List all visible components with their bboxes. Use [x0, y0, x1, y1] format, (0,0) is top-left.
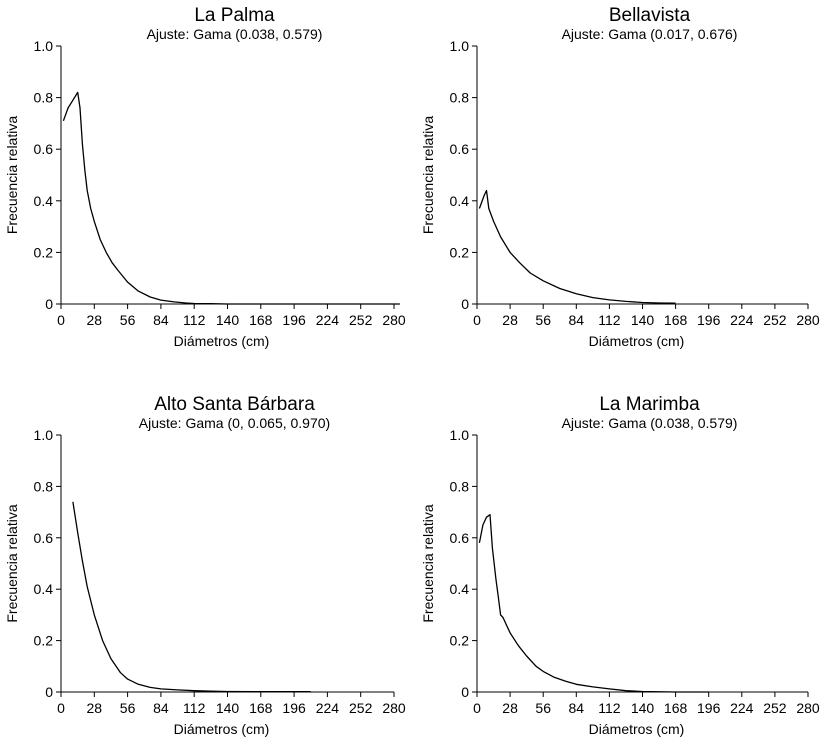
- series-line-1: [62, 91, 400, 305]
- x-tick-label: 196: [697, 700, 721, 716]
- y-tick-label: 0.6: [450, 530, 470, 546]
- x-tick-label: 140: [216, 312, 240, 328]
- x-tick-label: 196: [697, 312, 721, 328]
- x-tick-label: 56: [120, 700, 136, 716]
- y-axis-label: Frecuencia relativa: [420, 504, 436, 622]
- x-axis-label: Diámetros (cm): [174, 721, 270, 737]
- x-tick-label: 0: [473, 312, 481, 328]
- x-tick-label: 252: [349, 312, 373, 328]
- x-tick-label: 84: [153, 312, 169, 328]
- x-axis-label: Diámetros (cm): [589, 721, 685, 737]
- y-tick-label: 0.6: [34, 141, 54, 157]
- x-tick-label: 0: [57, 312, 65, 328]
- chart-title: Bellavista: [609, 5, 691, 26]
- x-tick-label: 84: [153, 700, 169, 716]
- x-tick-label: 0: [473, 700, 481, 716]
- x-tick-label: 280: [382, 312, 406, 328]
- x-tick-label: 28: [502, 700, 518, 716]
- x-tick-label: 252: [763, 700, 787, 716]
- y-tick-label: 0.6: [34, 530, 54, 546]
- y-tick-label: 0: [45, 296, 53, 312]
- chart-subtitle: Ajuste: Gama (0.017, 0.676): [562, 26, 738, 42]
- chart-title: La Marimba: [599, 394, 700, 415]
- y-tick-label: 0: [45, 684, 53, 700]
- chart-subtitle: Ajuste: Gama (0.038, 0.579): [562, 415, 738, 431]
- x-tick-label: 56: [120, 312, 136, 328]
- x-tick-label: 28: [87, 700, 103, 716]
- x-tick-label: 112: [598, 312, 621, 328]
- y-tick-label: 0.8: [450, 90, 470, 106]
- series-line-1: [478, 189, 676, 304]
- x-tick-label: 140: [631, 312, 655, 328]
- x-tick-label: 84: [569, 312, 585, 328]
- x-tick-label: 56: [535, 700, 551, 716]
- y-tick-label: 0.4: [34, 193, 54, 209]
- y-tick-label: 0.6: [450, 141, 470, 157]
- x-tick-label: 140: [631, 700, 655, 716]
- x-tick-label: 168: [249, 312, 273, 328]
- y-axis-label: Frecuencia relativa: [420, 116, 436, 234]
- y-tick-label: 1.0: [34, 427, 54, 443]
- x-tick-label: 28: [87, 312, 103, 328]
- x-tick-label: 168: [664, 312, 688, 328]
- x-tick-label: 140: [216, 700, 240, 716]
- chart-subtitle: Ajuste: Gama (0.038, 0.579): [147, 26, 323, 42]
- x-tick-label: 112: [598, 700, 621, 716]
- x-tick-label: 84: [569, 700, 585, 716]
- chart-subtitle: Ajuste: Gama (0, 0.065, 0.970): [139, 415, 330, 431]
- x-tick-label: 280: [796, 312, 820, 328]
- y-tick-label: 0.2: [34, 633, 54, 649]
- series-line-1: [478, 514, 709, 693]
- y-tick-label: 0: [461, 684, 469, 700]
- x-tick-label: 28: [502, 312, 518, 328]
- x-axis-label: Diámetros (cm): [589, 333, 685, 349]
- x-tick-label: 252: [763, 312, 787, 328]
- x-tick-label: 112: [183, 700, 206, 716]
- y-tick-label: 0: [461, 296, 469, 312]
- y-tick-label: 0.2: [450, 244, 470, 260]
- y-tick-label: 0.4: [34, 581, 54, 597]
- y-axis-label: Frecuencia relativa: [4, 504, 20, 622]
- x-tick-label: 280: [382, 700, 406, 716]
- y-tick-label: 0.8: [34, 90, 54, 106]
- y-tick-label: 0.2: [450, 633, 470, 649]
- chart-title: Alto Santa Bárbara: [154, 394, 315, 415]
- y-tick-label: 0.8: [450, 478, 470, 494]
- x-tick-label: 196: [282, 700, 306, 716]
- y-tick-label: 0.4: [450, 193, 470, 209]
- y-tick-label: 1.0: [34, 38, 54, 54]
- y-tick-label: 1.0: [450, 38, 470, 54]
- x-axis-label: Diámetros (cm): [174, 333, 270, 349]
- x-tick-label: 280: [796, 700, 820, 716]
- x-tick-label: 224: [316, 700, 340, 716]
- x-tick-label: 168: [249, 700, 273, 716]
- x-tick-label: 252: [349, 700, 373, 716]
- series-line-1: [72, 501, 311, 693]
- x-tick-label: 224: [316, 312, 340, 328]
- x-tick-label: 168: [664, 700, 688, 716]
- y-tick-label: 0.4: [450, 581, 470, 597]
- x-tick-label: 224: [730, 312, 754, 328]
- chart-title: La Palma: [194, 5, 275, 26]
- x-tick-label: 224: [730, 700, 754, 716]
- y-tick-label: 1.0: [450, 427, 470, 443]
- y-tick-label: 0.8: [34, 478, 54, 494]
- x-tick-label: 56: [535, 312, 551, 328]
- y-tick-label: 0.2: [34, 244, 54, 260]
- x-tick-label: 0: [57, 700, 65, 716]
- y-axis-label: Frecuencia relativa: [4, 116, 20, 234]
- x-tick-label: 196: [282, 312, 306, 328]
- x-tick-label: 112: [183, 312, 206, 328]
